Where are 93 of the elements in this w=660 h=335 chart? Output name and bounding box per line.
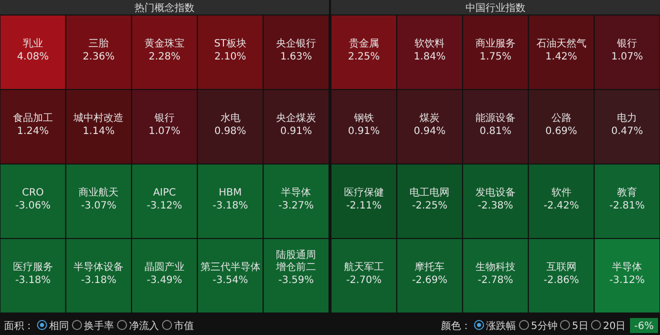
- category-label: 三胎: [88, 37, 109, 50]
- data-label: 0.98%: [214, 126, 246, 137]
- category-label: CRO: [22, 187, 44, 198]
- text: 5日: [572, 321, 588, 332]
- data-label: 2.36%: [82, 51, 115, 62]
- category-label: 央企煤炭: [276, 112, 316, 124]
- category-label: 电力: [617, 112, 638, 124]
- category-label: 半导体: [281, 186, 312, 198]
- category-label: 软饮料: [414, 37, 445, 50]
- category-label: 教育: [617, 186, 638, 198]
- data-label: -3.12%: [146, 200, 182, 212]
- data-label: 1.63%: [280, 51, 312, 62]
- data-label: -3.54%: [212, 274, 248, 286]
- category-label: 银行: [154, 112, 174, 124]
- category-label: 水电: [220, 112, 240, 124]
- category-label: 发电设备: [476, 186, 516, 198]
- data-label: 0.91%: [280, 126, 312, 137]
- category-label: 生物科技: [476, 260, 516, 273]
- data-label: 2.28%: [148, 51, 180, 62]
- data-label: -2.81%: [609, 200, 645, 212]
- category-label: 贵金属: [348, 37, 379, 50]
- text: 相同: [49, 320, 69, 332]
- category-label: 黄金珠宝: [144, 37, 184, 50]
- data-label: -3.49%: [146, 274, 182, 286]
- data-label: -3.18%: [212, 200, 248, 212]
- data-label: -2.38%: [478, 200, 514, 212]
- data-label: 1.24%: [17, 126, 49, 137]
- data-label: -2.78%: [478, 274, 514, 286]
- category-label: AIPC: [153, 187, 176, 198]
- data-label: 0.91%: [348, 126, 380, 137]
- data-label: -3.06%: [15, 200, 51, 212]
- data-label: -3.12%: [609, 274, 645, 286]
- category-label: 电工电网: [410, 186, 450, 198]
- text: 面积：: [4, 321, 34, 332]
- category-label: 半导体: [612, 260, 642, 273]
- category-label: 食品加工: [12, 112, 53, 124]
- category-label: 医疗保健: [344, 186, 384, 198]
- data-label: -3.18%: [15, 274, 51, 286]
- category-label: 银行: [616, 38, 638, 50]
- data-label: 0.94%: [414, 126, 446, 137]
- text: 净流入: [129, 320, 159, 332]
- data-label: -2.11%: [346, 200, 382, 212]
- data-label: -2.69%: [412, 274, 448, 286]
- data-label: -2.70%: [346, 274, 382, 286]
- data-label: 1.84%: [414, 51, 446, 62]
- category-label: 公路: [551, 112, 572, 124]
- text: 涨跌幅: [486, 320, 516, 332]
- data-label: 4.08%: [17, 51, 49, 62]
- category-label: 商业航天: [78, 186, 119, 198]
- category-label: 商业服务: [476, 37, 516, 50]
- data-label: -3.18%: [81, 274, 116, 286]
- category-label: 城中村改造: [72, 112, 124, 124]
- data-label: 2.25%: [348, 51, 380, 62]
- data-label: 2.10%: [214, 51, 246, 62]
- category-label: 钢铁: [352, 112, 374, 124]
- data-label: 1.75%: [480, 51, 512, 62]
- text: 20日: [603, 321, 626, 332]
- data-label: -2.42%: [544, 200, 579, 212]
- category-label: HBM: [218, 187, 242, 198]
- data-label: 1.42%: [545, 51, 578, 62]
- text: 换手率: [84, 320, 114, 332]
- data-label: 1.07%: [148, 126, 180, 137]
- data-label: 0.47%: [611, 126, 643, 137]
- data-label: -2.86%: [544, 274, 579, 286]
- category-label: 软件: [551, 186, 572, 198]
- data-label: -3.07%: [81, 200, 116, 212]
- category-label: ST板块: [214, 37, 247, 50]
- data-label: -3.59%: [278, 274, 314, 286]
- data-label: 1.07%: [611, 51, 643, 62]
- data-label: -2.25%: [412, 200, 448, 212]
- category-label: 陆股通周增仓前二: [275, 248, 316, 273]
- text: 5分钟: [531, 320, 558, 332]
- category-label: 第三代半导体: [200, 260, 260, 273]
- category-label: 石油天然气: [536, 37, 586, 50]
- category-label: 央企银行: [276, 37, 316, 50]
- category-label: 航天军工: [344, 260, 384, 273]
- text: 中国行业指数: [466, 2, 526, 14]
- category-label: 能源设备: [476, 112, 516, 124]
- category-label: 半导体设备: [74, 260, 124, 273]
- text: 热门概念指数: [134, 2, 194, 14]
- category-label: 煤炭: [420, 112, 440, 124]
- text: -6%: [634, 321, 654, 332]
- data-label: 0.69%: [545, 126, 578, 137]
- text: 市值: [174, 320, 194, 332]
- category-label: 互联网: [546, 260, 576, 273]
- data-label: 1.14%: [82, 126, 115, 137]
- category-label: 医疗服务: [12, 260, 53, 273]
- category-label: 乳业: [22, 37, 43, 50]
- data-label: -3.27%: [278, 200, 314, 212]
- category-label: 摩托车: [414, 260, 445, 273]
- data-label: 0.81%: [480, 126, 512, 137]
- text: 颜色：: [441, 320, 471, 332]
- category-label: 晶圆产业: [144, 260, 184, 273]
